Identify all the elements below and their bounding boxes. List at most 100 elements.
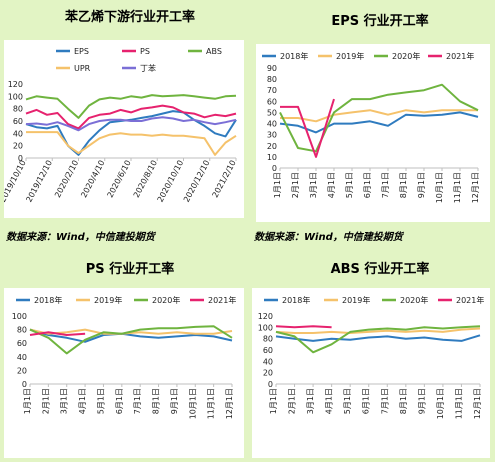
y-tick-label-3-2: 40 [263, 357, 273, 366]
series-line-2-2 [29, 325, 233, 355]
legend-label-2-1: 2019年 [94, 295, 122, 305]
x-tick-label-1-10: 11月1日 [453, 172, 462, 203]
source-note-left: 数据来源：Wind，中信建投期货 [6, 232, 155, 243]
series-line-3-3 [275, 325, 332, 329]
series-line-1-3 [280, 98, 335, 158]
x-tick-label-1-7: 8月1日 [399, 172, 408, 198]
y-tick-label-2-2: 40 [17, 353, 27, 362]
y-tick-label-1-7: 70 [267, 86, 277, 95]
series-line-0-0 [25, 110, 237, 156]
y-tick-label-0-3: 60 [13, 117, 23, 126]
x-tick-label-1-11: 12月1日 [471, 172, 480, 203]
legend-label-1-2: 2020年 [392, 51, 420, 61]
x-tick-label-2-10: 11月1日 [207, 388, 216, 419]
y-tick-label-1-6: 60 [267, 97, 277, 106]
y-tick-label-1-9: 90 [267, 64, 277, 73]
x-tick-label-3-6: 7月1日 [380, 388, 389, 414]
legend-label-2-3: 2021年 [208, 295, 236, 305]
y-tick-label-1-5: 50 [267, 108, 277, 117]
x-tick-label-2-0: 1月1日 [23, 388, 32, 414]
y-tick-label-1-2: 20 [267, 142, 277, 151]
x-tick-label-3-0: 1月1日 [269, 388, 278, 414]
series-line-0-4 [25, 116, 237, 132]
legend-label-1-3: 2021年 [446, 51, 474, 61]
y-tick-label-1-3: 30 [267, 131, 277, 140]
series-line-3-1 [275, 327, 481, 334]
x-tick-label-3-2: 3月1日 [306, 388, 315, 414]
x-tick-label-0-6: 2020/10/10 [156, 159, 186, 204]
y-tick-label-0-0: 0 [18, 154, 23, 163]
x-tick-label-1-3: 4月1日 [327, 172, 336, 198]
chart-downstream-box: EPS PS ABS UPR 丁苯 0 20 40 60 80 100 120 2019/10/10 20… [0, 40, 244, 218]
panel-title-abs: ABS 行业开工率 [330, 262, 430, 277]
legend-label-0-2: ABS [206, 47, 222, 56]
x-tick-label-1-0: 1月1日 [273, 172, 282, 198]
y-tick-label-3-5: 100 [258, 323, 273, 332]
x-tick-label-2-1: 2月1日 [41, 388, 50, 414]
legend-label-3-3: 2021年 [456, 295, 484, 305]
y-tick-label-2-4: 80 [17, 326, 27, 335]
chart-eps: 2018年 2019年 2020年 2021年 0 10 20 30 40 50 60 70 80 90 1… [262, 51, 480, 203]
legend-label-0-4: 丁苯 [140, 63, 156, 73]
x-tick-label-3-5: 6月1日 [362, 388, 371, 414]
y-tick-label-1-0: 0 [272, 164, 277, 173]
y-tick-label-3-3: 60 [263, 346, 273, 355]
chart-abs-box: 2018年 2019年 2020年 2021年 0 20 40 60 80 100 120 1月1日 2… [252, 288, 490, 458]
series-line-0-3 [26, 131, 237, 156]
legend-label-3-1: 2019年 [342, 295, 370, 305]
x-tick-label-2-6: 7月1日 [133, 388, 142, 414]
x-tick-label-2-4: 5月1日 [96, 388, 105, 414]
x-tick-label-3-7: 8月1日 [399, 388, 408, 414]
y-tick-label-0-5: 100 [8, 92, 23, 101]
y-tick-label-0-4: 80 [13, 105, 23, 114]
x-tick-label-0-1: 2019/12/10 [24, 159, 54, 204]
series-line-1-0 [279, 111, 479, 134]
chart-eps-box: 2018年 2019年 2020年 2021年 0 10 20 30 40 50 60 70 80 90 1… [256, 44, 490, 222]
x-tick-label-1-8: 9月1日 [417, 172, 426, 198]
x-tick-label-0-5: 2020/8/10 [132, 159, 159, 199]
x-tick-label-1-6: 7月1日 [381, 172, 390, 198]
y-tick-label-1-8: 80 [267, 75, 277, 84]
y-tick-label-2-5: 100 [12, 312, 27, 321]
panel-title-ps: PS 行业开工率 [85, 262, 175, 277]
x-tick-label-2-3: 4月1日 [78, 388, 87, 414]
x-tick-label-1-2: 3月1日 [309, 172, 318, 198]
x-tick-label-3-1: 2月1日 [288, 388, 297, 414]
y-tick-label-2-0: 0 [22, 380, 27, 389]
legend-label-2-2: 2020年 [152, 295, 180, 305]
x-tick-label-2-8: 9月1日 [170, 388, 179, 414]
y-tick-label-3-4: 80 [263, 335, 273, 344]
x-tick-label-0-4: 2020/6/10 [106, 159, 133, 199]
y-tick-label-3-0: 0 [268, 380, 273, 389]
x-tick-label-0-7: 2020/12/10 [182, 159, 212, 204]
y-tick-label-0-6: 120 [8, 80, 23, 89]
y-tick-label-1-1: 10 [267, 153, 277, 162]
series-line-0-1 [25, 104, 237, 130]
x-tick-label-2-9: 10月1日 [188, 388, 197, 419]
x-tick-label-0-8: 2021/2/10 [211, 159, 238, 199]
x-tick-label-0-0: 2019/10/10 [4, 159, 28, 204]
x-tick-label-2-2: 3月1日 [60, 388, 69, 414]
series-line-3-2 [275, 325, 481, 354]
x-tick-label-2-11: 12月1日 [225, 388, 234, 419]
x-tick-label-0-3: 2020/4/10 [79, 159, 106, 199]
x-tick-label-2-7: 8月1日 [152, 388, 161, 414]
x-tick-label-0-2: 2020/2/10 [53, 159, 80, 199]
y-tick-label-1-4: 40 [267, 120, 277, 129]
x-tick-label-1-4: 5月1日 [345, 172, 354, 198]
x-tick-label-1-5: 6月1日 [363, 172, 372, 198]
x-tick-label-2-5: 6月1日 [115, 388, 124, 414]
series-line-2-3 [29, 331, 86, 336]
series-line-0-2 [25, 94, 237, 119]
series-line-2-1 [29, 328, 233, 335]
source-note-right: 数据来源：Wind，中信建投期货 [254, 232, 403, 243]
y-tick-label-3-6: 120 [258, 312, 273, 321]
legend-label-0-1: PS [140, 47, 150, 56]
x-tick-label-3-3: 4月1日 [325, 388, 334, 414]
series-line-3-0 [275, 334, 481, 342]
x-tick-label-3-9: 10月1日 [436, 388, 445, 419]
y-tick-label-2-3: 60 [17, 339, 27, 348]
panel-title-downstream: 苯乙烯下游行业开工率 [64, 10, 195, 25]
legend-label-1-0: 2018年 [280, 51, 308, 61]
